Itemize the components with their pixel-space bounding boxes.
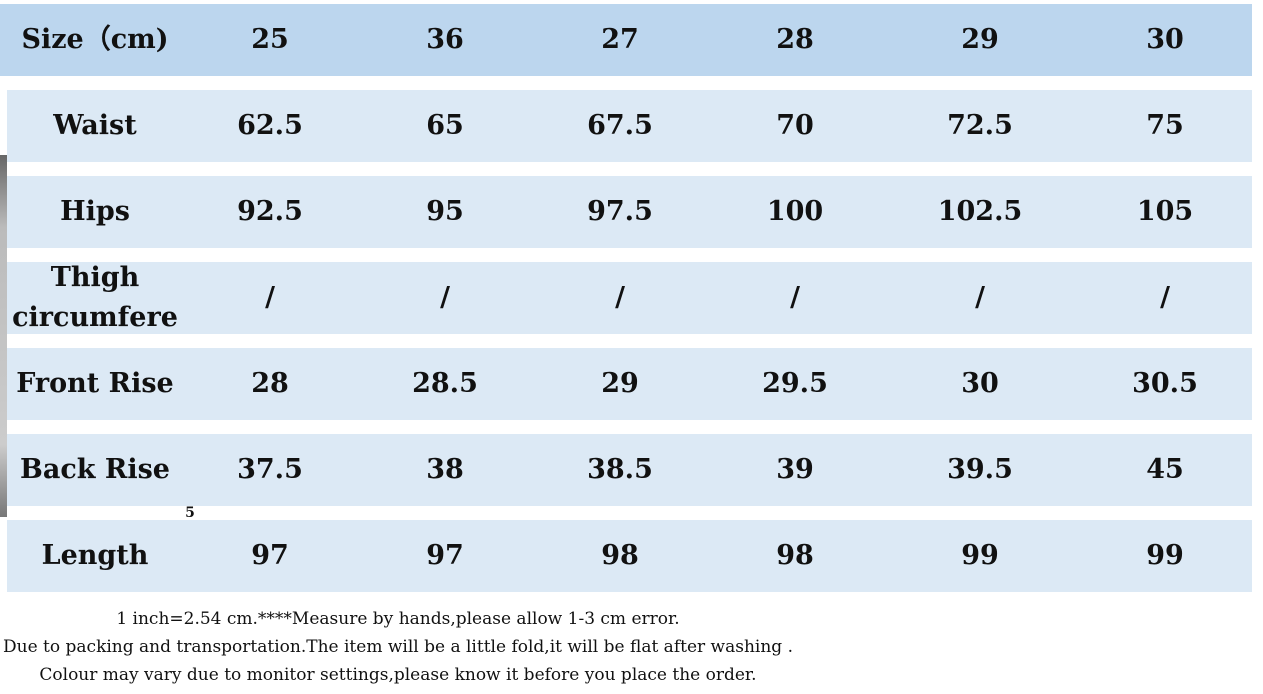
- cell: 98: [601, 540, 639, 571]
- row-band: [7, 176, 1252, 248]
- cell: 29: [601, 368, 639, 399]
- cell: 38.5: [587, 454, 653, 485]
- cell: 39.5: [947, 454, 1013, 485]
- cell: /: [975, 282, 985, 313]
- cell: 99: [1146, 540, 1184, 571]
- cell: /: [790, 282, 800, 313]
- cell: 100: [766, 196, 824, 227]
- cell: 65: [426, 110, 464, 141]
- row-label: Hips: [60, 196, 130, 227]
- cell: 37.5: [237, 454, 303, 485]
- cell: 97: [426, 540, 464, 571]
- cell: 38: [426, 454, 464, 485]
- cell: 39: [776, 454, 814, 485]
- cell: /: [440, 282, 450, 313]
- cell: 30: [1146, 24, 1184, 55]
- cell: 67.5: [587, 110, 653, 141]
- stray-mark: 5: [185, 505, 195, 521]
- cell: 92.5: [237, 196, 303, 227]
- cell: /: [265, 282, 275, 313]
- note: Due to packing and transportation.The it…: [3, 637, 793, 657]
- cell: 45: [1146, 454, 1184, 485]
- row-label: Thigh circumfere: [12, 262, 178, 333]
- row-label: Length: [41, 540, 149, 571]
- cell: 99: [961, 540, 999, 571]
- cell: 105: [1136, 196, 1194, 227]
- cell: 72.5: [947, 110, 1013, 141]
- cell: 30.5: [1132, 368, 1198, 399]
- header-band: [0, 4, 1252, 76]
- cell: 25: [251, 24, 289, 55]
- cell: 62.5: [237, 110, 303, 141]
- left-strip: [0, 155, 7, 517]
- row-band: [7, 348, 1252, 420]
- cell: 102.5: [937, 196, 1023, 227]
- row-band: [7, 262, 1252, 334]
- cell: 70: [776, 110, 814, 141]
- cell: 27: [601, 24, 639, 55]
- cell: 75: [1146, 110, 1184, 141]
- row-band: [7, 90, 1252, 162]
- row-band: [7, 520, 1252, 592]
- row-label: Front Rise: [16, 368, 174, 399]
- cell: 30: [961, 368, 999, 399]
- cell: 28: [776, 24, 814, 55]
- row-label: Size（cm): [21, 24, 169, 55]
- cell: 98: [776, 540, 814, 571]
- row-band: [7, 434, 1252, 506]
- cell: 95: [426, 196, 464, 227]
- cell: 28: [251, 368, 289, 399]
- note: Colour may vary due to monitor settings,…: [39, 665, 757, 685]
- cell: 29.5: [762, 368, 828, 399]
- cell: 97: [251, 540, 289, 571]
- cell: 28.5: [412, 368, 478, 399]
- cell: 36: [426, 24, 464, 55]
- cell: 97.5: [587, 196, 653, 227]
- note: 1 inch=2.54 cm.****Measure by hands,plea…: [116, 609, 680, 629]
- row-label: Back Rise: [20, 454, 170, 485]
- cell: /: [1160, 282, 1170, 313]
- row-label: Waist: [53, 110, 137, 141]
- cell: 29: [961, 24, 999, 55]
- cell: /: [615, 282, 625, 313]
